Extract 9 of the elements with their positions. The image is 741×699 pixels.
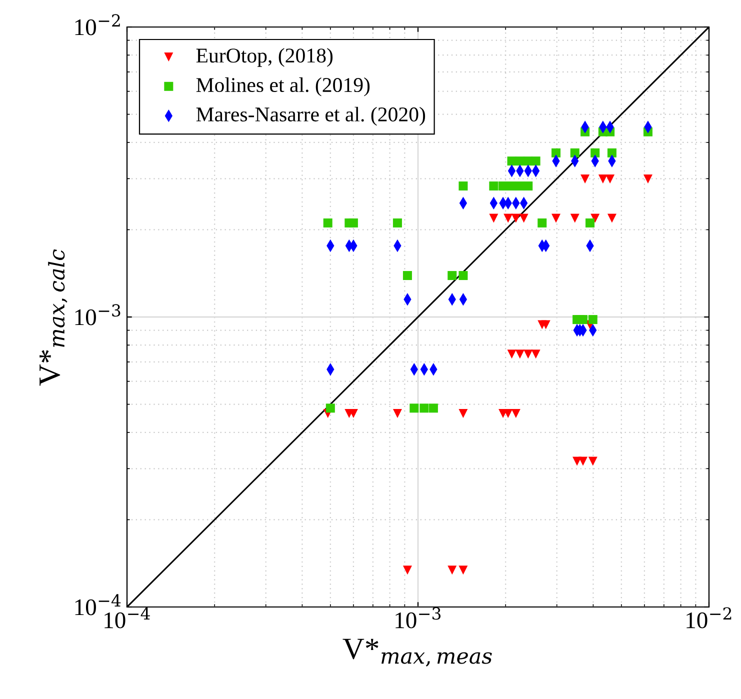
x-tick-label: 10$^{−3}$: [396, 607, 441, 628]
y-tick-label: 10$^{−2}$: [75, 14, 120, 36]
x-tick-label: 10$^{−2}$: [686, 607, 732, 628]
y-axis-title: V*$_{max,calc}$: [40, 249, 68, 386]
y-tick-label: 10$^{−3}$: [75, 304, 120, 326]
x-axis-title: V*$_{max,meas}$: [342, 638, 492, 667]
legend-label: Molines et al. (2019): [196, 77, 370, 96]
legend-label: EurOtop, (2018): [196, 48, 333, 67]
legend-label: Mares-Nasarre et al. (2020): [196, 106, 426, 126]
